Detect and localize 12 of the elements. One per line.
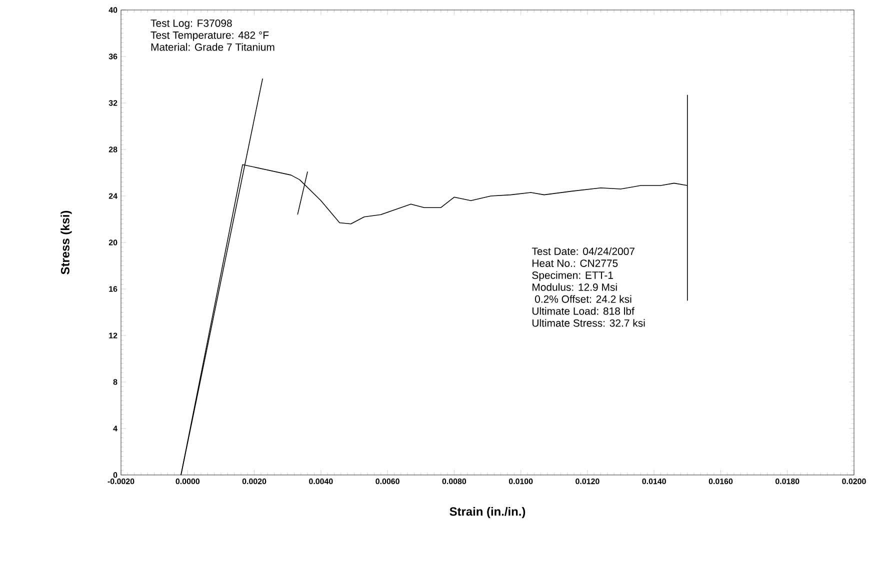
y-axis-title: Stress (ksi) — [60, 210, 72, 274]
annotation: Ultimate Load: 818 lbf — [532, 307, 634, 315]
annotation: Specimen: ETT-1 — [532, 271, 613, 281]
annotation: Heat No.: CN2775 — [532, 260, 618, 267]
annotation: 0.2% Offset: 24.2 ksi — [535, 295, 632, 303]
annotation: Material: Grade 7 Titanium — [151, 43, 274, 51]
annotation: Test Log: F37098 — [150, 19, 232, 29]
annotation: Test Date: 04/24/2007 — [532, 247, 634, 256]
annotation: Test Temperature: 482 °F — [150, 31, 269, 41]
annotation: Modulus: 12.9 Msi — [532, 283, 617, 291]
x-axis-title: Strain (in./in.) — [450, 506, 526, 518]
annotation: Ultimate Stress: 32.7 ksi — [532, 319, 645, 327]
